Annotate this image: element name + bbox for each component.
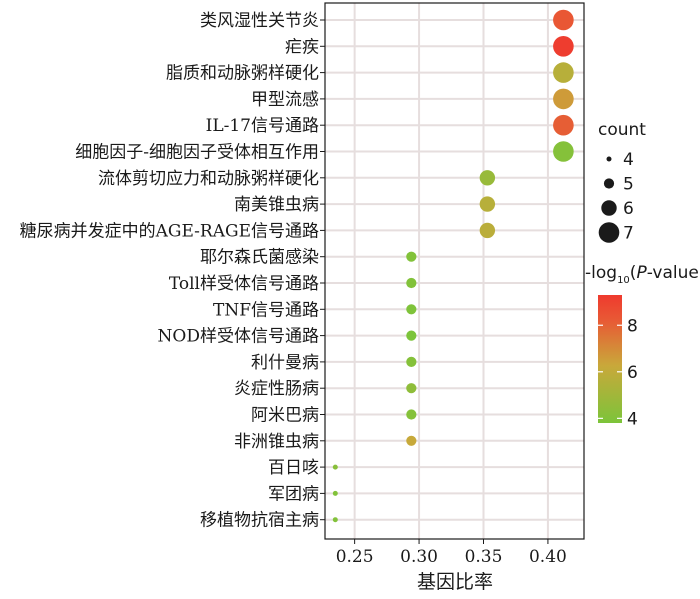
- y-tick-label: 炎症性肠病: [234, 379, 319, 399]
- y-tick-label: 耶尔森氏菌感染: [200, 248, 319, 268]
- y-tick-label: 军团病: [268, 484, 319, 504]
- data-point: [332, 490, 338, 496]
- data-point: [332, 464, 338, 470]
- data-point: [479, 170, 496, 186]
- size-legend-dot: [598, 222, 620, 243]
- x-tick-label: 0.30: [400, 547, 438, 567]
- data-point: [553, 141, 574, 162]
- size-legend-title: count: [598, 120, 646, 140]
- y-tick-label: TNF信号通路: [213, 300, 319, 320]
- color-legend-title: -log10(P-value): [585, 263, 700, 286]
- y-tick-label: 甲型流感: [251, 90, 319, 110]
- color-bar: [598, 295, 622, 423]
- size-legend-label: 5: [623, 175, 634, 195]
- size-legend-label: 7: [623, 224, 634, 244]
- color-bar-tick-label: 4: [627, 409, 638, 429]
- data-point: [553, 9, 574, 31]
- y-tick-label: 流体剪切应力和动脉粥样硬化: [98, 169, 319, 189]
- y-tick-label: 利什曼病: [251, 353, 319, 373]
- data-point: [406, 383, 417, 394]
- gridlines: [325, 3, 584, 539]
- data-point: [553, 36, 574, 57]
- data-point: [553, 114, 574, 136]
- y-tick-label: 细胞因子-细胞因子受体相互作用: [75, 143, 319, 163]
- color-legend-title-subscript: 10: [617, 275, 630, 286]
- size-legend-dot: [606, 156, 612, 162]
- y-tick-label: 移植物抗宿主病: [200, 511, 319, 531]
- color-legend-title-suffix: -value): [647, 263, 700, 283]
- y-tick-label: 脂质和动脉粥样硬化: [166, 64, 319, 84]
- data-point: [406, 330, 417, 341]
- color-bar-tick-label: 8: [627, 316, 638, 336]
- x-tick-label: 0.35: [465, 547, 503, 567]
- color-legend-title-open: (: [630, 263, 637, 283]
- data-point: [406, 304, 417, 315]
- plot-border: [324, 2, 585, 540]
- y-tick-label: 糖尿病并发症中的AGE-RAGE信号通路: [20, 221, 319, 241]
- data-points: [332, 9, 574, 523]
- size-legend-items: 4 5 6 7: [598, 150, 634, 244]
- y-tick-label: 类风湿性关节炎: [200, 11, 319, 31]
- data-point: [406, 409, 417, 420]
- color-legend: -log10(P-value) 8 6 4: [585, 263, 700, 429]
- color-legend-title-prefix: -log: [585, 263, 617, 283]
- size-legend: count 4 5 6 7: [598, 120, 646, 244]
- x-axis-ticks: 0.25 0.30 0.35 0.40: [336, 539, 567, 567]
- data-point: [553, 88, 574, 110]
- y-tick-label: 阿米巴病: [251, 406, 319, 426]
- y-tick-label: 南美锥虫病: [234, 195, 319, 215]
- x-tick-label: 0.25: [336, 547, 374, 567]
- color-legend-title-p: P: [636, 263, 647, 283]
- x-tick-label: 0.40: [529, 547, 567, 567]
- y-tick-label: IL-17信号通路: [206, 116, 319, 136]
- color-bar-ticks: 8 6 4: [598, 316, 638, 429]
- size-legend-label: 4: [623, 150, 634, 170]
- y-tick-label: 疟疾: [285, 37, 319, 57]
- data-point: [479, 196, 496, 212]
- size-legend-dot: [603, 178, 615, 189]
- x-axis-title: 基因比率: [417, 571, 493, 593]
- size-legend-label: 6: [623, 199, 634, 219]
- data-point: [406, 251, 417, 262]
- data-point: [406, 356, 417, 367]
- data-point: [332, 517, 338, 523]
- plot-panel: [325, 3, 584, 539]
- y-tick-label: NOD样受体信号通路: [158, 327, 319, 347]
- data-point: [406, 277, 417, 289]
- y-tick-label: 百日咳: [268, 458, 319, 478]
- data-point: [406, 435, 417, 446]
- data-point: [479, 222, 496, 239]
- color-bar-tick-label: 6: [627, 363, 638, 383]
- y-tick-label: 非洲锥虫病: [234, 432, 319, 452]
- y-tick-label: Toll样受体信号通路: [169, 274, 319, 294]
- size-legend-dot: [601, 200, 617, 216]
- data-point: [553, 62, 574, 83]
